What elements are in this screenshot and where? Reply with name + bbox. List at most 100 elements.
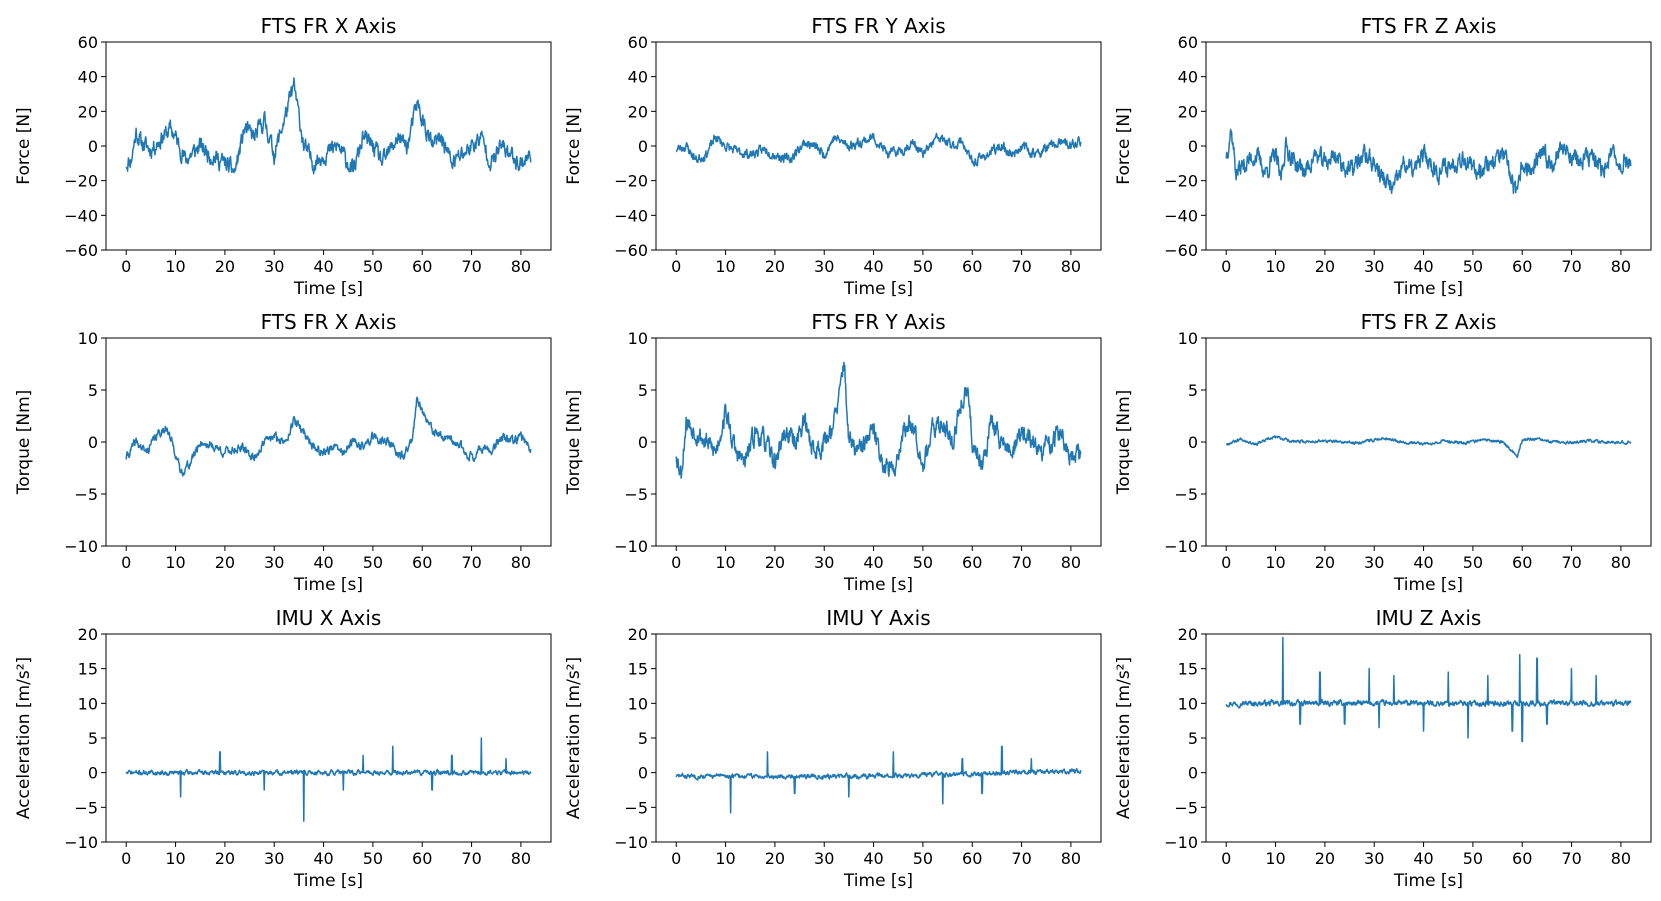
x-tick-label: 20 xyxy=(215,849,235,868)
y-tick-label: 10 xyxy=(628,694,648,713)
x-tick-label: 50 xyxy=(913,553,933,572)
x-tick-label: 20 xyxy=(1315,257,1335,276)
y-tick-label: 5 xyxy=(1188,381,1198,400)
x-tick-label: 40 xyxy=(1413,553,1433,572)
x-tick-label: 80 xyxy=(1061,553,1081,572)
panel-p1: 0 10 20 30 40 50 60 70 80 −60 −40 −20 0 20 40 60 FTS FR … xyxy=(14,14,552,299)
series-line-p4-0 xyxy=(125,396,532,477)
x-axis-label: Time [s] xyxy=(293,575,363,595)
x-tick-label: 30 xyxy=(1364,257,1384,276)
chart-title: FTS FR X Axis xyxy=(261,310,397,334)
y-tick-label: 15 xyxy=(628,660,648,679)
x-tick-label: 20 xyxy=(765,849,785,868)
y-tick-label: −60 xyxy=(614,241,648,260)
y-tick-label: −60 xyxy=(64,241,98,260)
x-tick-label: 60 xyxy=(412,257,432,276)
y-axis-label: Acceleration [m/s²] xyxy=(14,657,34,819)
x-tick-label: 50 xyxy=(363,553,383,572)
y-tick-label: −40 xyxy=(614,206,648,225)
x-tick-label: 0 xyxy=(121,849,131,868)
chart-title: FTS FR Z Axis xyxy=(1361,310,1497,334)
chart-title: IMU X Axis xyxy=(276,606,382,630)
x-tick-label: 40 xyxy=(863,849,883,868)
y-tick-label: 5 xyxy=(638,381,648,400)
x-tick-label: 40 xyxy=(863,257,883,276)
x-tick-label: 70 xyxy=(461,849,481,868)
x-tick-label: 40 xyxy=(1413,849,1433,868)
x-axis-label: Time [s] xyxy=(843,871,913,891)
x-tick-label: 30 xyxy=(1364,849,1384,868)
series-line-p5-0 xyxy=(675,361,1082,479)
x-tick-label: 20 xyxy=(765,257,785,276)
y-tick-label: 20 xyxy=(1178,102,1198,121)
y-tick-label: 0 xyxy=(638,764,648,783)
chart-title: IMU Z Axis xyxy=(1376,606,1482,630)
x-tick-label: 20 xyxy=(215,553,235,572)
x-tick-label: 40 xyxy=(1413,257,1433,276)
y-tick-label: −5 xyxy=(1174,485,1198,504)
x-tick-label: 70 xyxy=(461,553,481,572)
y-tick-label: 20 xyxy=(78,625,98,644)
x-tick-label: 80 xyxy=(1611,257,1631,276)
y-tick-label: −10 xyxy=(614,537,648,556)
chart-title: FTS FR Z Axis xyxy=(1361,14,1497,38)
panel-p8: 0 10 20 30 40 50 60 70 80 −10 −5 0 5 10 15 20 IMU Y Axis… xyxy=(564,606,1102,891)
x-tick-label: 30 xyxy=(264,849,284,868)
x-tick-label: 60 xyxy=(962,257,982,276)
y-tick-label: 0 xyxy=(638,137,648,156)
axes-frame-p9 xyxy=(1205,633,1652,843)
y-tick-label: 5 xyxy=(638,729,648,748)
x-tick-label: 40 xyxy=(313,849,333,868)
y-axis-label: Torque [Nm] xyxy=(1114,390,1134,496)
x-tick-label: 30 xyxy=(264,257,284,276)
x-tick-label: 10 xyxy=(165,849,185,868)
x-tick-label: 40 xyxy=(313,553,333,572)
y-tick-label: 20 xyxy=(1178,625,1198,644)
x-tick-label: 10 xyxy=(165,257,185,276)
x-tick-label: 10 xyxy=(715,849,735,868)
panel-p4: 0 10 20 30 40 50 60 70 80 −10 −5 0 5 10 FTS FR X Axis T… xyxy=(14,310,552,595)
y-tick-label: 10 xyxy=(1178,694,1198,713)
y-tick-label: −40 xyxy=(64,206,98,225)
x-tick-label: 10 xyxy=(1265,849,1285,868)
x-tick-label: 70 xyxy=(1011,553,1031,572)
x-tick-label: 0 xyxy=(1221,257,1231,276)
y-tick-label: 0 xyxy=(88,433,98,452)
x-tick-label: 30 xyxy=(814,553,834,572)
y-tick-label: 10 xyxy=(628,329,648,348)
y-tick-label: 0 xyxy=(88,764,98,783)
series-line-p7-0 xyxy=(125,737,532,822)
x-tick-label: 10 xyxy=(715,257,735,276)
y-tick-label: −5 xyxy=(624,485,648,504)
y-tick-label: −5 xyxy=(74,798,98,817)
series-line-p9-0 xyxy=(1225,636,1632,743)
y-tick-label: 15 xyxy=(1178,660,1198,679)
x-tick-label: 0 xyxy=(121,553,131,572)
y-tick-label: −10 xyxy=(1164,833,1198,852)
x-tick-label: 80 xyxy=(511,849,531,868)
x-tick-label: 30 xyxy=(264,553,284,572)
x-tick-label: 0 xyxy=(671,257,681,276)
axes-frame-p7 xyxy=(105,633,552,843)
x-tick-label: 0 xyxy=(1221,553,1231,572)
series-line-p2-0 xyxy=(675,132,1082,167)
x-tick-label: 60 xyxy=(1512,553,1532,572)
chart-title: FTS FR X Axis xyxy=(261,14,397,38)
y-axis-label: Acceleration [m/s²] xyxy=(1114,657,1134,819)
x-tick-label: 10 xyxy=(165,553,185,572)
x-tick-label: 0 xyxy=(671,849,681,868)
y-tick-label: −10 xyxy=(64,537,98,556)
y-axis-label: Acceleration [m/s²] xyxy=(564,657,584,819)
axes-frame-p8 xyxy=(655,633,1102,843)
y-axis-label: Torque [Nm] xyxy=(14,390,34,496)
series-line-p8-0 xyxy=(675,745,1082,814)
x-tick-label: 0 xyxy=(671,553,681,572)
y-tick-label: −20 xyxy=(64,172,98,191)
panel-p5: 0 10 20 30 40 50 60 70 80 −10 −5 0 5 10 FTS FR Y Axis T… xyxy=(564,310,1102,595)
x-tick-label: 60 xyxy=(1512,257,1532,276)
x-tick-label: 20 xyxy=(215,257,235,276)
x-tick-label: 20 xyxy=(1315,553,1335,572)
panel-p7: 0 10 20 30 40 50 60 70 80 −10 −5 0 5 10 15 20 IMU X Axis… xyxy=(14,606,552,891)
y-tick-label: 60 xyxy=(1178,33,1198,52)
y-axis-label: Torque [Nm] xyxy=(564,390,584,496)
